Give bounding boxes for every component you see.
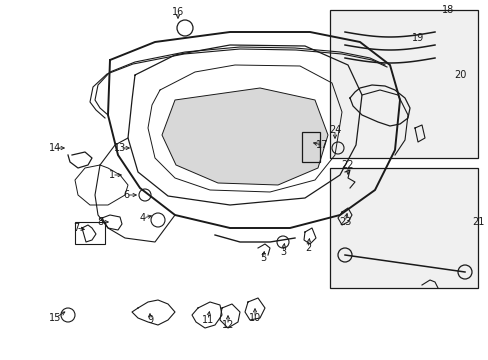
Text: 23: 23 [338,217,350,227]
Text: 12: 12 [222,320,234,330]
Text: 1: 1 [109,170,115,180]
Bar [75,222,105,244]
Text: 9: 9 [146,315,153,325]
Text: 2: 2 [304,243,310,253]
Text: 21: 21 [471,217,483,227]
Text: 4: 4 [140,213,146,223]
Bar [302,132,319,162]
Text: 24: 24 [328,125,341,135]
Bar [329,10,477,158]
Text: 17: 17 [315,140,327,150]
Polygon shape [162,88,327,185]
Text: 6: 6 [122,190,129,200]
Text: 19: 19 [411,33,423,43]
Text: 13: 13 [114,143,126,153]
Text: 14: 14 [49,143,61,153]
Text: 20: 20 [453,70,465,80]
Text: 10: 10 [248,313,261,323]
Bar [329,168,477,288]
Text: 22: 22 [341,160,353,170]
Text: 16: 16 [171,7,184,17]
Text: 3: 3 [279,247,285,257]
Text: 11: 11 [202,315,214,325]
Text: 15: 15 [49,313,61,323]
Text: 7: 7 [73,223,79,233]
Text: 8: 8 [97,217,103,227]
Text: 18: 18 [441,5,453,15]
Text: 5: 5 [259,253,265,263]
